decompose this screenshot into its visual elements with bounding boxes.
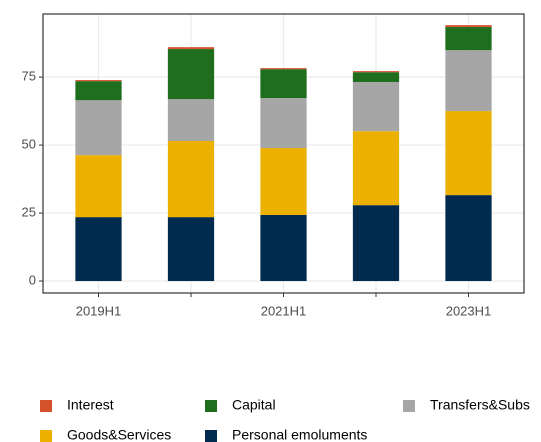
bar-segment — [352, 131, 400, 206]
bar-segment — [75, 81, 122, 101]
bar-segment — [167, 49, 215, 100]
bar-segment — [167, 99, 215, 141]
bar-segment — [445, 195, 492, 282]
y-tick-label: 0 — [29, 272, 36, 287]
legend-label: Interest — [67, 397, 114, 413]
bar-segment — [260, 148, 307, 215]
legend-key — [40, 400, 52, 412]
bar-segment — [75, 217, 122, 282]
bar-segment — [75, 80, 122, 82]
legend-key — [205, 430, 217, 442]
bar-segment — [445, 27, 492, 51]
bar-segment — [167, 47, 215, 50]
bar-segment — [260, 98, 307, 149]
bar-segment — [260, 69, 307, 99]
bar-segment — [75, 155, 122, 218]
y-tick-label: 75 — [22, 69, 36, 84]
bar-segment — [352, 71, 400, 73]
legend-label: Capital — [232, 397, 276, 413]
legend-key — [205, 400, 217, 412]
legend-key — [403, 400, 415, 412]
y-tick-label: 25 — [22, 204, 36, 219]
x-tick-label: 2021H1 — [261, 303, 307, 318]
bar-segment — [352, 72, 400, 82]
x-tick-label: 2019H1 — [76, 303, 122, 318]
bar-segment — [352, 205, 400, 282]
bar-segment — [445, 25, 492, 28]
bar-segment — [75, 100, 122, 156]
bar-segment — [445, 50, 492, 112]
legend-label: Transfers&Subs — [430, 397, 530, 413]
bar-segment — [260, 214, 307, 282]
legend-label: Personal emoluments — [232, 427, 367, 442]
plot-border — [42, 13, 525, 294]
bar-segment — [445, 111, 492, 196]
bar-segment — [167, 140, 215, 218]
legend-label: Goods&Services — [67, 427, 171, 442]
legend-key — [40, 430, 52, 442]
bar-segment — [260, 68, 307, 70]
x-tick-label: 2023H1 — [446, 303, 492, 318]
y-tick-label: 50 — [22, 137, 36, 152]
bar-segment — [352, 81, 400, 132]
bar-segment — [167, 217, 215, 282]
